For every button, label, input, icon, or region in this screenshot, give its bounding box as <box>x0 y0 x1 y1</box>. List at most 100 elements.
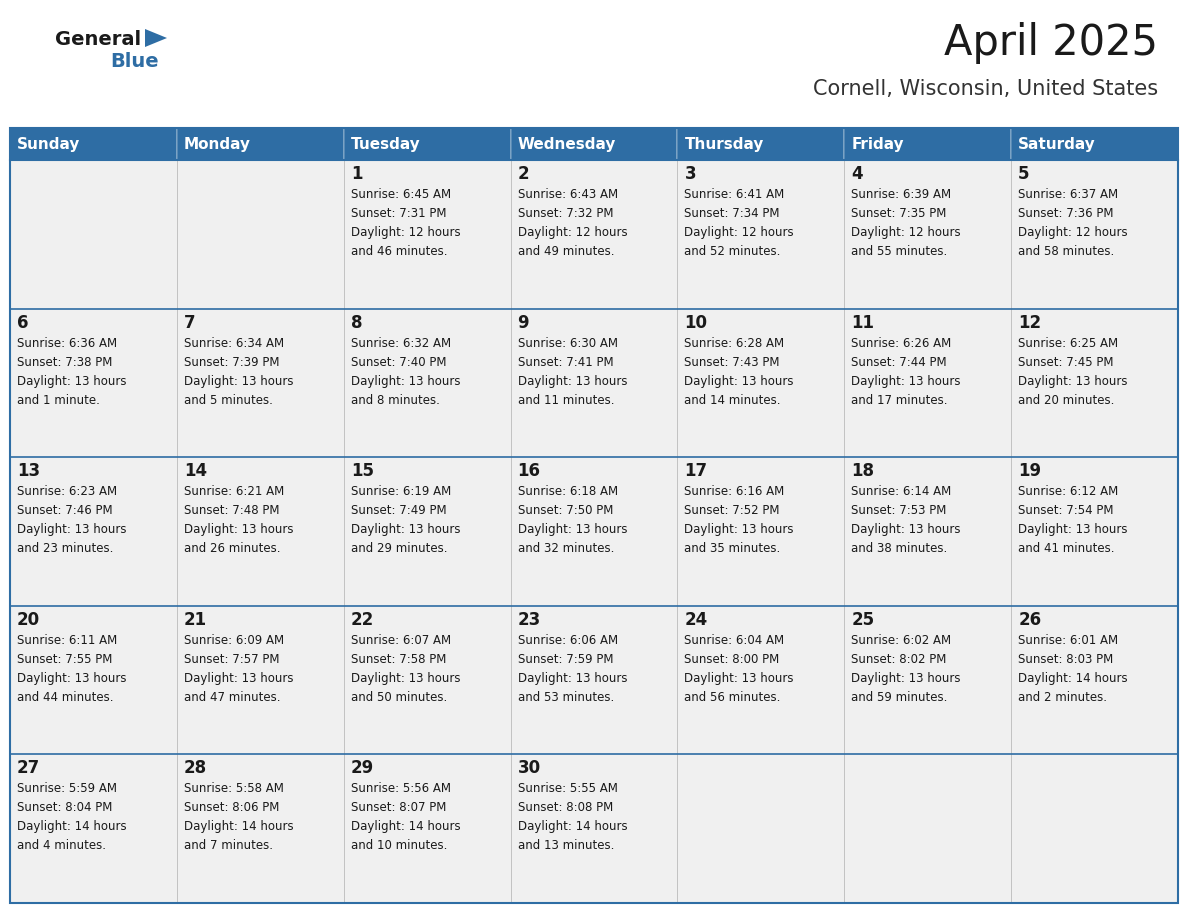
Text: 22: 22 <box>350 610 374 629</box>
Bar <box>10 457 177 606</box>
Bar <box>343 160 511 308</box>
Bar <box>177 160 343 308</box>
Text: Sunrise: 6:21 AM
Sunset: 7:48 PM
Daylight: 13 hours
and 26 minutes.: Sunrise: 6:21 AM Sunset: 7:48 PM Dayligh… <box>184 486 293 555</box>
Text: Wednesday: Wednesday <box>518 137 615 151</box>
Text: Blue: Blue <box>110 52 159 71</box>
Text: 23: 23 <box>518 610 541 629</box>
Text: Sunrise: 6:09 AM
Sunset: 7:57 PM
Daylight: 13 hours
and 47 minutes.: Sunrise: 6:09 AM Sunset: 7:57 PM Dayligh… <box>184 633 293 704</box>
Text: 14: 14 <box>184 462 207 480</box>
Text: Sunrise: 6:18 AM
Sunset: 7:50 PM
Daylight: 13 hours
and 32 minutes.: Sunrise: 6:18 AM Sunset: 7:50 PM Dayligh… <box>518 486 627 555</box>
Text: 2: 2 <box>518 165 529 183</box>
Text: 21: 21 <box>184 610 207 629</box>
Text: 19: 19 <box>1018 462 1041 480</box>
Text: Sunrise: 6:39 AM
Sunset: 7:35 PM
Daylight: 12 hours
and 55 minutes.: Sunrise: 6:39 AM Sunset: 7:35 PM Dayligh… <box>852 188 961 258</box>
Text: Sunrise: 6:02 AM
Sunset: 8:02 PM
Daylight: 13 hours
and 59 minutes.: Sunrise: 6:02 AM Sunset: 8:02 PM Dayligh… <box>852 633 961 704</box>
Text: Sunrise: 6:41 AM
Sunset: 7:34 PM
Daylight: 12 hours
and 52 minutes.: Sunrise: 6:41 AM Sunset: 7:34 PM Dayligh… <box>684 188 794 258</box>
Bar <box>1011 128 1178 160</box>
Bar <box>343 457 511 606</box>
Bar <box>511 606 677 755</box>
Text: Sunrise: 6:28 AM
Sunset: 7:43 PM
Daylight: 13 hours
and 14 minutes.: Sunrise: 6:28 AM Sunset: 7:43 PM Dayligh… <box>684 337 794 407</box>
Polygon shape <box>145 29 168 47</box>
Text: 1: 1 <box>350 165 362 183</box>
Text: April 2025: April 2025 <box>944 22 1158 64</box>
Bar <box>511 308 677 457</box>
Text: Sunrise: 6:25 AM
Sunset: 7:45 PM
Daylight: 13 hours
and 20 minutes.: Sunrise: 6:25 AM Sunset: 7:45 PM Dayligh… <box>1018 337 1127 407</box>
Bar <box>1011 160 1178 308</box>
Text: 17: 17 <box>684 462 708 480</box>
Text: Thursday: Thursday <box>684 137 764 151</box>
Text: Sunrise: 6:23 AM
Sunset: 7:46 PM
Daylight: 13 hours
and 23 minutes.: Sunrise: 6:23 AM Sunset: 7:46 PM Dayligh… <box>17 486 126 555</box>
Bar <box>845 457 1011 606</box>
Text: Cornell, Wisconsin, United States: Cornell, Wisconsin, United States <box>813 79 1158 99</box>
Bar <box>1011 755 1178 903</box>
Text: Sunrise: 6:30 AM
Sunset: 7:41 PM
Daylight: 13 hours
and 11 minutes.: Sunrise: 6:30 AM Sunset: 7:41 PM Dayligh… <box>518 337 627 407</box>
Text: 28: 28 <box>184 759 207 778</box>
Text: Sunrise: 6:06 AM
Sunset: 7:59 PM
Daylight: 13 hours
and 53 minutes.: Sunrise: 6:06 AM Sunset: 7:59 PM Dayligh… <box>518 633 627 704</box>
Bar <box>177 457 343 606</box>
Text: Sunrise: 6:43 AM
Sunset: 7:32 PM
Daylight: 12 hours
and 49 minutes.: Sunrise: 6:43 AM Sunset: 7:32 PM Dayligh… <box>518 188 627 258</box>
Text: Monday: Monday <box>184 137 251 151</box>
Text: 26: 26 <box>1018 610 1041 629</box>
Bar <box>10 606 177 755</box>
Bar <box>1011 308 1178 457</box>
Bar <box>10 128 1178 903</box>
Bar <box>677 606 845 755</box>
Text: 11: 11 <box>852 314 874 331</box>
Text: 9: 9 <box>518 314 529 331</box>
Text: Sunrise: 6:19 AM
Sunset: 7:49 PM
Daylight: 13 hours
and 29 minutes.: Sunrise: 6:19 AM Sunset: 7:49 PM Dayligh… <box>350 486 460 555</box>
Bar <box>1011 606 1178 755</box>
Text: 10: 10 <box>684 314 707 331</box>
Text: Sunrise: 6:36 AM
Sunset: 7:38 PM
Daylight: 13 hours
and 1 minute.: Sunrise: 6:36 AM Sunset: 7:38 PM Dayligh… <box>17 337 126 407</box>
Text: Saturday: Saturday <box>1018 137 1095 151</box>
Bar <box>511 128 677 160</box>
Bar <box>845 755 1011 903</box>
Text: Sunday: Sunday <box>17 137 81 151</box>
Text: Sunrise: 5:56 AM
Sunset: 8:07 PM
Daylight: 14 hours
and 10 minutes.: Sunrise: 5:56 AM Sunset: 8:07 PM Dayligh… <box>350 782 460 853</box>
Text: 4: 4 <box>852 165 862 183</box>
Bar <box>845 308 1011 457</box>
Bar <box>343 606 511 755</box>
Text: 7: 7 <box>184 314 196 331</box>
Bar <box>677 755 845 903</box>
Text: Tuesday: Tuesday <box>350 137 421 151</box>
Bar <box>511 457 677 606</box>
Text: Sunrise: 6:11 AM
Sunset: 7:55 PM
Daylight: 13 hours
and 44 minutes.: Sunrise: 6:11 AM Sunset: 7:55 PM Dayligh… <box>17 633 126 704</box>
Bar <box>177 308 343 457</box>
Bar <box>177 128 343 160</box>
Bar <box>845 606 1011 755</box>
Text: Sunrise: 5:59 AM
Sunset: 8:04 PM
Daylight: 14 hours
and 4 minutes.: Sunrise: 5:59 AM Sunset: 8:04 PM Dayligh… <box>17 782 127 853</box>
Bar <box>177 755 343 903</box>
Text: Sunrise: 6:32 AM
Sunset: 7:40 PM
Daylight: 13 hours
and 8 minutes.: Sunrise: 6:32 AM Sunset: 7:40 PM Dayligh… <box>350 337 460 407</box>
Bar <box>677 160 845 308</box>
Bar <box>177 606 343 755</box>
Text: General: General <box>55 30 141 49</box>
Bar <box>343 308 511 457</box>
Text: 18: 18 <box>852 462 874 480</box>
Text: Sunrise: 6:45 AM
Sunset: 7:31 PM
Daylight: 12 hours
and 46 minutes.: Sunrise: 6:45 AM Sunset: 7:31 PM Dayligh… <box>350 188 460 258</box>
Bar <box>10 755 177 903</box>
Text: Sunrise: 6:07 AM
Sunset: 7:58 PM
Daylight: 13 hours
and 50 minutes.: Sunrise: 6:07 AM Sunset: 7:58 PM Dayligh… <box>350 633 460 704</box>
Text: 15: 15 <box>350 462 374 480</box>
Text: Sunrise: 6:26 AM
Sunset: 7:44 PM
Daylight: 13 hours
and 17 minutes.: Sunrise: 6:26 AM Sunset: 7:44 PM Dayligh… <box>852 337 961 407</box>
Text: 3: 3 <box>684 165 696 183</box>
Bar <box>845 128 1011 160</box>
Text: Friday: Friday <box>852 137 904 151</box>
Bar <box>343 755 511 903</box>
Bar <box>677 308 845 457</box>
Text: Sunrise: 6:04 AM
Sunset: 8:00 PM
Daylight: 13 hours
and 56 minutes.: Sunrise: 6:04 AM Sunset: 8:00 PM Dayligh… <box>684 633 794 704</box>
Text: Sunrise: 6:16 AM
Sunset: 7:52 PM
Daylight: 13 hours
and 35 minutes.: Sunrise: 6:16 AM Sunset: 7:52 PM Dayligh… <box>684 486 794 555</box>
Bar <box>10 308 177 457</box>
Text: 16: 16 <box>518 462 541 480</box>
Bar <box>845 160 1011 308</box>
Text: 8: 8 <box>350 314 362 331</box>
Text: 20: 20 <box>17 610 40 629</box>
Text: Sunrise: 5:55 AM
Sunset: 8:08 PM
Daylight: 14 hours
and 13 minutes.: Sunrise: 5:55 AM Sunset: 8:08 PM Dayligh… <box>518 782 627 853</box>
Bar <box>1011 457 1178 606</box>
Text: Sunrise: 6:37 AM
Sunset: 7:36 PM
Daylight: 12 hours
and 58 minutes.: Sunrise: 6:37 AM Sunset: 7:36 PM Dayligh… <box>1018 188 1127 258</box>
Bar <box>10 160 177 308</box>
Text: Sunrise: 6:14 AM
Sunset: 7:53 PM
Daylight: 13 hours
and 38 minutes.: Sunrise: 6:14 AM Sunset: 7:53 PM Dayligh… <box>852 486 961 555</box>
Text: 25: 25 <box>852 610 874 629</box>
Bar <box>343 128 511 160</box>
Bar <box>677 128 845 160</box>
Bar <box>511 755 677 903</box>
